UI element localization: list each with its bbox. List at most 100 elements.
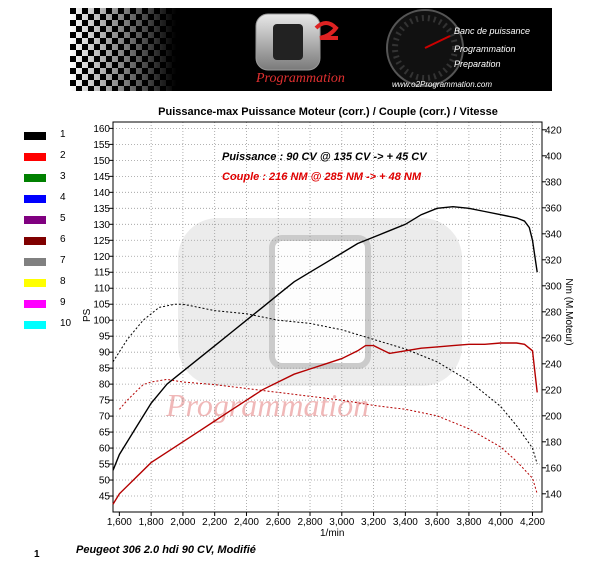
x-tick-label: 4,000: [488, 517, 513, 528]
legend-swatch: [24, 132, 46, 140]
footer-vehicle-label: Peugeot 306 2.0 hdi 90 CV, Modifié: [76, 544, 256, 556]
y-left-tick-label: 145: [93, 172, 110, 183]
legend-swatch: [24, 237, 46, 245]
legend-label: 5: [60, 213, 66, 224]
y-right-tick-label: 300: [545, 281, 562, 292]
y-right-tick-label: 340: [545, 229, 562, 240]
y-right-tick-label: 260: [545, 333, 562, 344]
legend-swatch: [24, 279, 46, 287]
legend-label: 4: [60, 192, 66, 203]
y-right-tick-label: 200: [545, 411, 562, 422]
series-line-power-tuned: [112, 205, 538, 471]
y-left-tick-label: 115: [94, 268, 110, 279]
y-right-tick-label: 280: [545, 307, 562, 318]
legend-label: 2: [60, 150, 66, 161]
x-tick-label: 3,600: [425, 517, 450, 528]
legend-item: 9: [24, 297, 84, 310]
legend-swatch: [24, 216, 46, 224]
legend-swatch: [24, 153, 46, 161]
y-left-tick-label: 140: [93, 188, 110, 199]
x-axis-label: 1/min: [320, 528, 344, 539]
legend-swatch: [24, 258, 46, 266]
legend-item: 8: [24, 276, 84, 289]
x-tick-label: 4,200: [520, 517, 545, 528]
y-left-tick-label: 150: [93, 156, 110, 167]
x-tick-label: 2,800: [298, 517, 323, 528]
y-right-tick-label: 320: [545, 255, 562, 266]
y-right-tick-label: 420: [545, 125, 562, 136]
y-left-tick-label: 70: [99, 412, 111, 423]
y-left-tick-label: 130: [93, 220, 110, 231]
series-line-torque-stock: [119, 378, 538, 494]
y-left-tick-label: 60: [99, 444, 111, 455]
y-right-tick-label: 240: [545, 359, 562, 370]
y-left-tick-label: 100: [93, 316, 110, 327]
y-left-tick-label: 155: [93, 140, 110, 151]
x-tick-label: 2,200: [202, 517, 227, 528]
y-right-tick-label: 140: [545, 489, 562, 500]
banner-website[interactable]: www.o2Programmation.com: [392, 80, 492, 89]
legend-label: 10: [60, 318, 72, 329]
y-left-tick-label: 90: [99, 348, 111, 359]
footer-number: 1: [34, 549, 40, 560]
y-right-tick-label: 380: [545, 177, 562, 188]
y-left-tick-label: 85: [99, 364, 111, 375]
legend-label: 3: [60, 171, 66, 182]
x-tick-label: 3,200: [361, 517, 386, 528]
x-axis: 1,600 1,800 2,000 2,200 2,400 2,600 2,800 3,000…: [107, 512, 545, 528]
series-line-torque-tuned: [112, 342, 538, 505]
legend-item: 2: [24, 150, 84, 163]
y-right-tick-label: 360: [545, 203, 562, 214]
legend-label: 9: [60, 297, 66, 308]
y-left-tick-label: 110: [94, 284, 110, 295]
annotation-torque: Couple : 216 NM @ 285 NM -> + 48 NM: [222, 171, 422, 183]
y-left-tick-label: 95: [99, 332, 111, 343]
x-tick-label: 1,800: [139, 517, 164, 528]
legend-item: 6: [24, 234, 84, 247]
legend-item: 5: [24, 213, 84, 226]
legend-swatch: [24, 174, 46, 182]
brand-banner: Programmation Banc de puissance Programm…: [70, 8, 552, 91]
banner-service-1: Banc de puissance: [454, 26, 530, 36]
y-axis-left: 45 50 55 60 65 70 75 80 85 90 95 100 105 110 115 120 125…: [93, 124, 113, 503]
legend-item: 3: [24, 171, 84, 184]
plot-frame: [112, 121, 543, 513]
banner-brand-script: Programmation: [255, 71, 345, 86]
x-tick-label: 2,600: [266, 517, 291, 528]
x-tick-label: 3,000: [329, 517, 354, 528]
x-tick-label: 3,800: [456, 517, 481, 528]
y-left-tick-label: 135: [93, 204, 110, 215]
legend-label: 7: [60, 255, 66, 266]
y-right-tick-label: 400: [545, 151, 562, 162]
y-left-tick-label: 125: [93, 236, 110, 247]
chart-grid: [113, 122, 542, 512]
banner-service-3: Preparation: [454, 59, 501, 69]
y-left-tick-label: 55: [99, 460, 111, 471]
y-left-tick-label: 65: [99, 428, 111, 439]
y-left-tick-label: 45: [99, 492, 111, 503]
legend-label: 1: [60, 129, 66, 140]
x-tick-label: 3,400: [393, 517, 418, 528]
watermark-logo-window: [269, 235, 371, 369]
x-tick-label: 2,000: [170, 517, 195, 528]
legend-swatch: [24, 321, 46, 329]
y-left-tick-label: 80: [99, 380, 111, 391]
y-axis-left-label: PS: [82, 308, 93, 322]
series-layer: [112, 205, 538, 505]
y-left-tick-label: 105: [93, 300, 110, 311]
legend-item: 4: [24, 192, 84, 205]
legend-label: 6: [60, 234, 66, 245]
legend-label: 8: [60, 276, 66, 287]
banner-service-2: Programmation: [454, 44, 516, 54]
y-right-tick-label: 180: [545, 437, 562, 448]
series-line-power-stock: [112, 303, 538, 465]
legend-item: 10: [24, 318, 84, 331]
legend-item: 1: [24, 129, 84, 142]
y-axis-right-label: Nm (M.Moteur): [563, 278, 574, 345]
y-left-tick-label: 160: [93, 124, 110, 135]
y-left-tick-label: 50: [99, 476, 111, 487]
y-axis-right: 140 160 180 200 220 240 260 280 300 320 340 360 380 4…: [542, 125, 562, 500]
y-left-tick-label: 75: [99, 396, 111, 407]
x-tick-label: 1,600: [107, 517, 132, 528]
